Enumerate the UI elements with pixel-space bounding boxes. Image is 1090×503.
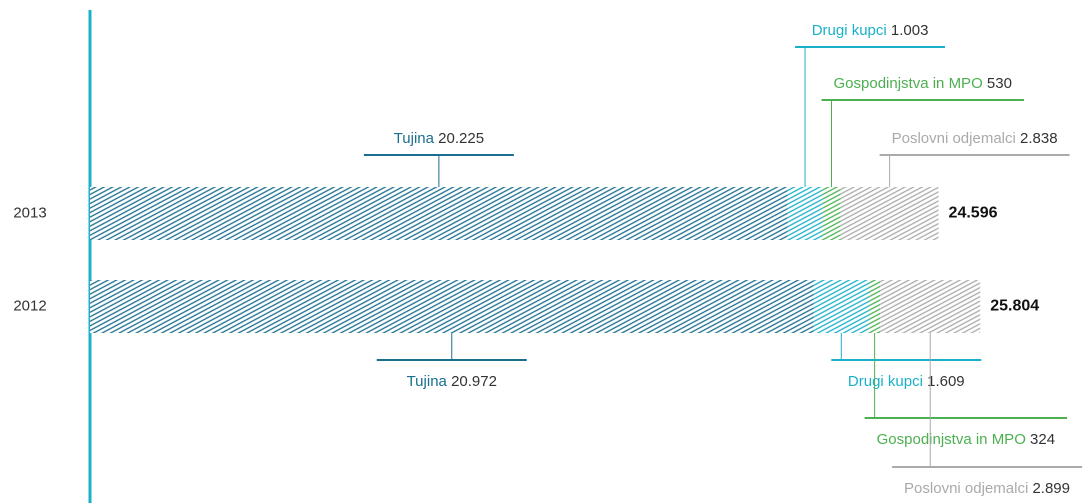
category-label: 2013 (13, 204, 46, 221)
series-name: Tujina (394, 130, 435, 147)
segment-label: Poslovni odjemalci 2.838 (892, 130, 1058, 147)
bar-segment (880, 280, 981, 333)
segment-value: 324 (1030, 431, 1055, 448)
segment-label: Tujina 20.225 (394, 130, 484, 147)
series-name: Poslovni odjemalci (892, 130, 1016, 147)
series-name: Gospodinjstva in MPO (877, 431, 1026, 448)
bar-segment (813, 280, 870, 333)
bar-segment (822, 187, 841, 240)
segment-value: 1.609 (927, 373, 965, 390)
segment-value: 2.838 (1020, 130, 1058, 147)
category-label: 2012 (13, 297, 46, 314)
series-name: Drugi kupci (812, 22, 887, 39)
segment-value: 1.003 (891, 22, 929, 39)
segment-label: Drugi kupci 1.003 (812, 22, 929, 39)
total-label: 24.596 (949, 205, 998, 222)
bar-segment (840, 187, 939, 240)
bar-segment (90, 280, 814, 333)
segment-value: 20.972 (451, 373, 497, 390)
segment-label: Poslovni odjemalci 2.899 (904, 480, 1070, 497)
segment-label: Gospodinjstva in MPO 530 (834, 75, 1012, 92)
segment-value: 20.225 (438, 130, 484, 147)
segment-label: Tujina 20.972 (407, 373, 497, 390)
total-label: 25.804 (990, 298, 1039, 315)
segment-value: 530 (987, 75, 1012, 92)
series-name: Gospodinjstva in MPO (834, 75, 983, 92)
series-name: Tujina (407, 373, 448, 390)
segment-value: 2.899 (1032, 480, 1070, 497)
segment-label: Drugi kupci 1.609 (848, 373, 965, 390)
bar-segment (869, 280, 881, 333)
bar-segment (787, 187, 823, 240)
bar-segment (90, 187, 788, 240)
segment-label: Gospodinjstva in MPO 324 (877, 431, 1055, 448)
series-name: Poslovni odjemalci (904, 480, 1028, 497)
series-name: Drugi kupci (848, 373, 923, 390)
